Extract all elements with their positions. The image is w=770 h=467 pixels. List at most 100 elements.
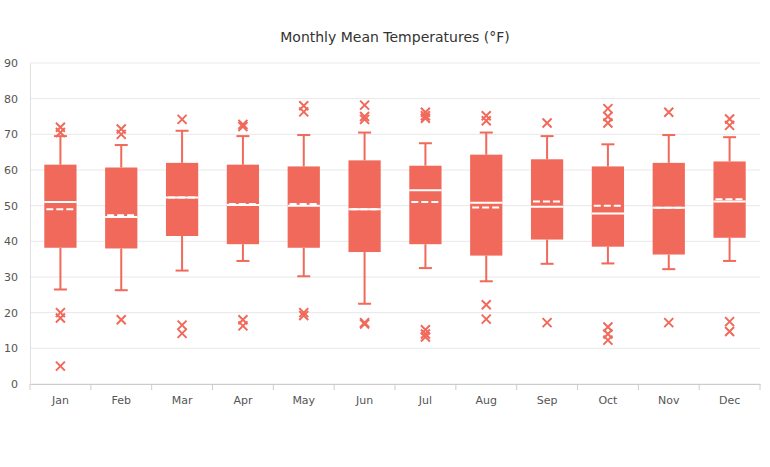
- grid-line: [30, 348, 760, 349]
- category-divider: [455, 384, 456, 390]
- mean-line: [533, 200, 561, 202]
- category-divider: [516, 384, 517, 390]
- upper-whisker: [424, 143, 426, 165]
- y-tick-label: 40: [4, 235, 18, 248]
- y-axis: 0102030405060708090: [4, 57, 31, 391]
- median-line: [44, 201, 76, 203]
- x-tick: Mar: [172, 384, 193, 407]
- median-line: [166, 196, 198, 198]
- outlier: [603, 336, 612, 345]
- median-line: [531, 206, 563, 208]
- y-tick-label: 10: [4, 342, 18, 355]
- grid-line: [30, 98, 760, 99]
- outlier: [482, 116, 491, 125]
- category-divider: [30, 384, 31, 390]
- upper-whisker: [546, 136, 548, 159]
- grid-line: [30, 205, 760, 206]
- box-group: [44, 123, 76, 371]
- upper-whisker: [668, 135, 670, 163]
- box: [288, 166, 320, 247]
- median-line: [288, 205, 320, 207]
- y-tick: 60: [4, 164, 30, 177]
- box: [227, 165, 259, 245]
- lower-whisker-cap: [419, 267, 432, 269]
- box-group: [166, 115, 198, 338]
- x-tick-label: Aug: [476, 394, 497, 407]
- y-tick-label: 20: [4, 307, 18, 320]
- median-line: [713, 200, 745, 202]
- category-divider: [638, 384, 639, 390]
- grid-line: [30, 277, 760, 278]
- x-tick-label: Apr: [233, 394, 253, 407]
- outlier: [56, 128, 65, 137]
- outlier: [725, 327, 734, 336]
- outlier: [725, 317, 734, 326]
- mean-line: [290, 203, 318, 205]
- outlier: [360, 320, 369, 329]
- grid-line: [30, 170, 760, 171]
- y-tick-label: 80: [4, 93, 18, 106]
- box-group: [348, 101, 380, 329]
- outlier: [664, 318, 673, 327]
- grid-line: [30, 312, 760, 313]
- lower-whisker-cap: [662, 268, 675, 270]
- y-tick: 20: [4, 307, 30, 320]
- lower-whisker: [546, 240, 548, 264]
- outlier: [482, 315, 491, 324]
- x-axis: JanFebMarAprMayJunJulAugSepOctNovDec: [30, 384, 761, 407]
- outlier: [482, 300, 491, 309]
- upper-whisker: [729, 137, 731, 161]
- outlier: [178, 115, 187, 124]
- upper-whisker-cap: [358, 132, 371, 134]
- upper-whisker-cap: [541, 135, 554, 137]
- box: [531, 159, 563, 239]
- mean-line: [107, 214, 135, 216]
- lower-whisker: [303, 248, 305, 277]
- x-tick: Jun: [355, 384, 373, 407]
- box: [105, 168, 137, 249]
- x-tick-label: Jul: [418, 394, 432, 407]
- x-tick: Jul: [418, 384, 432, 407]
- x-tick: Dec: [719, 384, 740, 407]
- category-divider: [90, 384, 91, 390]
- y-tick: 70: [4, 128, 30, 141]
- mean-line: [168, 196, 196, 198]
- lower-whisker-cap: [236, 260, 249, 262]
- y-tick-label: 50: [4, 200, 18, 213]
- median-line: [409, 189, 441, 191]
- category-divider: [395, 384, 396, 390]
- lower-whisker-cap: [358, 303, 371, 305]
- upper-whisker: [181, 131, 183, 163]
- category-divider: [151, 384, 152, 390]
- box-group: [409, 108, 441, 342]
- y-tick: 10: [4, 342, 30, 355]
- category-divider: [273, 384, 274, 390]
- outlier: [238, 321, 247, 330]
- x-tick: Oct: [598, 384, 618, 407]
- box: [653, 163, 685, 255]
- boxes: [44, 101, 745, 371]
- upper-whisker-cap: [480, 132, 493, 134]
- lower-whisker: [485, 256, 487, 282]
- lower-whisker: [242, 244, 244, 261]
- y-tick-label: 90: [4, 57, 18, 70]
- y-axis-line: [30, 64, 31, 385]
- upper-whisker: [242, 136, 244, 165]
- mean-line: [229, 203, 257, 205]
- outlier: [543, 318, 552, 327]
- y-tick-label: 70: [4, 128, 18, 141]
- lower-whisker-cap: [480, 280, 493, 282]
- median-line: [470, 202, 502, 204]
- category-divider: [760, 384, 761, 390]
- upper-whisker-cap: [176, 130, 189, 132]
- upper-whisker-cap: [115, 144, 128, 146]
- mean-line: [411, 201, 439, 203]
- outlier: [117, 315, 126, 324]
- median-line: [348, 208, 380, 210]
- outlier: [56, 362, 65, 371]
- lower-whisker-cap: [541, 263, 554, 265]
- outlier: [178, 329, 187, 338]
- grid-line: [30, 241, 760, 242]
- lower-whisker-cap: [297, 275, 310, 277]
- category-divider: [212, 384, 213, 390]
